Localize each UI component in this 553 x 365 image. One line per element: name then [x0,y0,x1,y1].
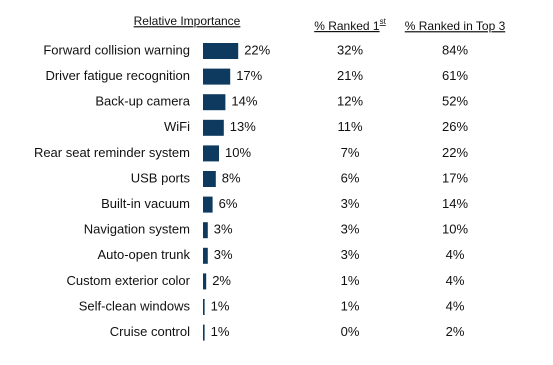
value-label: 6% [219,196,238,211]
row-label: USB ports [131,170,191,185]
table-cell: 21% [337,68,363,83]
table-cell: 26% [442,119,468,134]
row-label: Built-in vacuum [101,196,190,211]
table-cell: 1% [341,273,360,288]
row-label: Navigation system [84,222,190,237]
value-label: 17% [236,68,262,83]
value-label: 14% [231,94,257,109]
value-label: 8% [222,170,241,185]
value-label: 10% [225,145,251,160]
table-cell: 12% [337,94,363,109]
table-cell: 7% [341,145,360,160]
column-header: % Ranked in Top 3 [405,19,506,33]
table-cell: 2% [446,324,465,339]
value-label: 22% [244,42,270,57]
table-cell: 17% [442,170,468,185]
row-label: Auto-open trunk [97,247,190,262]
bar [203,171,216,187]
row-label: Driver fatigue recognition [45,68,190,83]
bar [203,94,226,111]
row-label: Self-clean windows [79,298,191,313]
bar [203,299,205,315]
table-cell: 32% [337,42,363,57]
table-cell: 11% [337,119,362,134]
bar [203,119,224,136]
value-label: 13% [230,119,256,134]
table-cell: 0% [341,324,360,339]
table-cell: 6% [341,170,360,185]
column-header: % Ranked 1st [314,17,386,33]
chart-title: Relative Importance [134,14,241,28]
table-cell: 4% [446,247,465,262]
row-label: Custom exterior color [66,273,190,288]
table-cell: 4% [446,298,465,313]
table-cell: 10% [442,222,468,237]
row-label: Forward collision warning [43,42,190,57]
value-label: 1% [211,298,230,313]
row-label: Cruise control [110,324,190,339]
bar [203,145,219,162]
bar [203,222,208,239]
bar [203,196,213,213]
table-cell: 1% [341,298,360,313]
row-label: Rear seat reminder system [34,145,190,160]
value-label: 3% [214,247,233,262]
bar [203,68,231,85]
table-cell: 84% [442,42,468,57]
bar [203,247,208,264]
table-cell: 4% [446,273,465,288]
table-cell: 61% [442,68,468,83]
table-cell: 3% [341,247,360,262]
header-text: % Ranked 1 [314,19,380,33]
value-label: 3% [214,222,233,237]
header-sup: st [380,17,387,26]
table-cell: 3% [341,222,360,237]
table-cell: 52% [442,94,468,109]
row-label: Back-up camera [95,94,190,109]
value-label: 1% [211,324,230,339]
bar [203,273,207,290]
table-cell: 3% [341,196,360,211]
bar [203,43,239,59]
table-cell: 22% [442,145,468,160]
bar [203,324,205,341]
row-label: WiFi [164,119,190,134]
table-cell: 14% [442,196,468,211]
value-label: 2% [212,273,231,288]
